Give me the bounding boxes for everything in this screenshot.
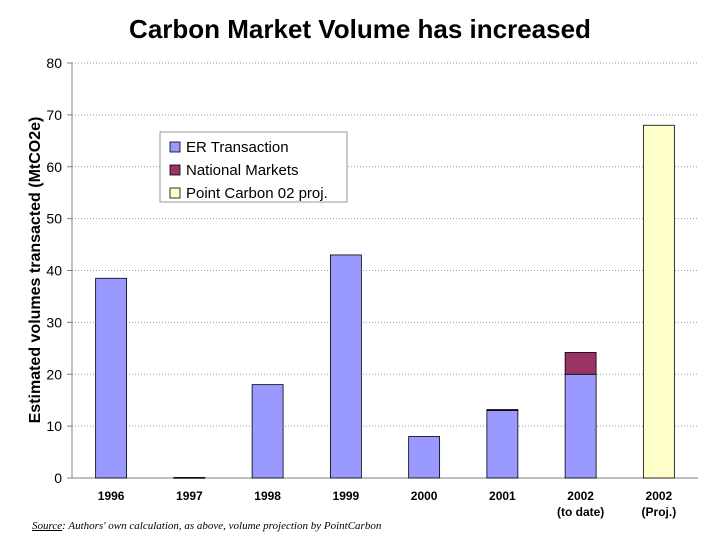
legend-swatch (169, 187, 181, 199)
y-tick-label: 70 (46, 107, 62, 123)
x-tick-label: 2002 (646, 489, 673, 503)
chart-title: Carbon Market Volume has increased (129, 14, 591, 44)
y-tick-label: 80 (46, 55, 62, 71)
bars (95, 124, 675, 479)
x-tick-label: 1999 (333, 489, 360, 503)
x-tick-label: 2001 (489, 489, 516, 503)
y-tick-label: 40 (46, 263, 62, 279)
source-text: : Authors' own calculation, as above, vo… (62, 520, 382, 532)
source-label: Source (32, 520, 63, 532)
y-tick-label: 50 (46, 211, 62, 227)
bar (564, 373, 597, 479)
bar (564, 352, 597, 375)
y-tick-label: 60 (46, 159, 62, 175)
y-tick-label: 20 (46, 366, 62, 382)
x-tick-label: 2002 (567, 489, 594, 503)
y-axis-label: Estimated volumes transacted (MtCO2e) (27, 117, 44, 424)
x-tick-label: 1997 (176, 489, 203, 503)
bar (486, 410, 519, 479)
x-tick-label: 1998 (254, 489, 281, 503)
legend-swatch (169, 164, 181, 176)
y-tick-label: 30 (46, 314, 62, 330)
gridlines (72, 62, 698, 427)
y-tick-label: 10 (46, 418, 62, 434)
legend-entry: ER Transaction (186, 139, 289, 156)
source-note: Source: Authors' own calculation, as abo… (32, 520, 381, 532)
x-tick-label: 1996 (98, 489, 125, 503)
bar (642, 124, 675, 479)
bar (95, 277, 128, 479)
x-tick-label: (Proj.) (642, 505, 677, 519)
axis-labels: 0 10 20 30 40 50 60 70 80 1996 1997 1998 1999 2000 200… (46, 55, 676, 519)
bar (329, 254, 362, 479)
x-tick-label: 2000 (411, 489, 438, 503)
legend: ER Transaction National Markets Point Carb… (159, 131, 348, 203)
legend-box (159, 131, 348, 203)
bar (408, 436, 441, 479)
legend-swatch (169, 141, 181, 153)
bar (173, 477, 206, 479)
legend-entry: Point Carbon 02 proj. (186, 185, 328, 202)
bar (486, 409, 519, 411)
y-tick-label: 0 (54, 470, 62, 486)
legend-entry: National Markets (186, 162, 299, 179)
bar (251, 384, 284, 479)
x-tick-label: (to date) (557, 505, 604, 519)
